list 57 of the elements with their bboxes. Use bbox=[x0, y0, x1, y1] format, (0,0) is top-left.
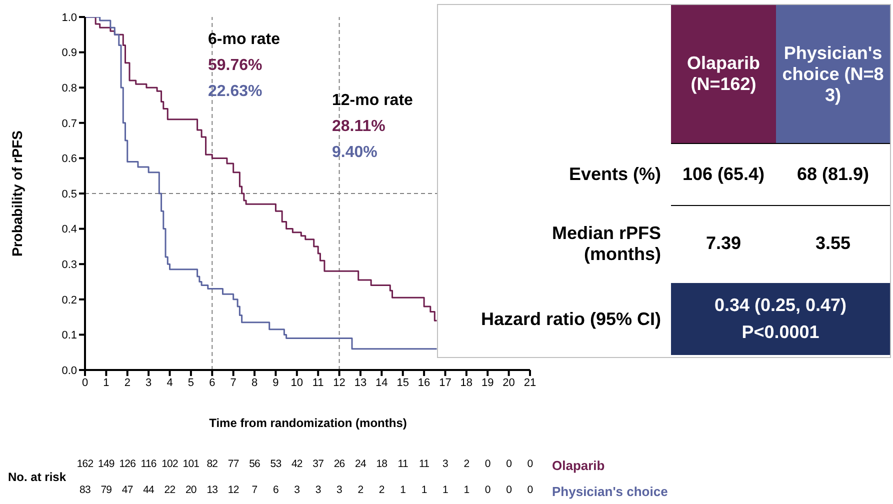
x-tick-label: 8 bbox=[251, 376, 258, 389]
x-tick-label: 15 bbox=[396, 376, 409, 389]
text: Olaparib (N=162) bbox=[671, 5, 776, 143]
annotation: 59.76% bbox=[208, 56, 264, 76]
x-tick-label: 3 bbox=[146, 376, 152, 389]
x-tick-label: 17 bbox=[439, 376, 452, 389]
annotation: 12-mo rate bbox=[332, 91, 413, 111]
text: 106 (65.4) bbox=[671, 143, 776, 206]
x-tick-label: 5 bbox=[188, 376, 194, 389]
x-tick-label: 13 bbox=[354, 376, 367, 389]
x-tick-label: 18 bbox=[460, 376, 473, 389]
x-axis-title: Time from randomization (months) bbox=[208, 416, 408, 430]
x-tick-label: 20 bbox=[502, 376, 515, 389]
x-tick-label: 1 bbox=[103, 376, 110, 389]
x-tick-label: 19 bbox=[481, 376, 494, 389]
y-tick-label: 0.6 bbox=[62, 153, 77, 166]
text: 7.39 bbox=[704, 232, 742, 255]
y-tick-label: 0.4 bbox=[62, 224, 77, 236]
text: 68 (81.9) bbox=[776, 143, 890, 206]
x-tick-label: 10 bbox=[290, 376, 304, 389]
y-tick-label: 0.5 bbox=[62, 188, 77, 200]
annotation: 6-mo rate bbox=[208, 30, 280, 50]
x-tick-label: 21 bbox=[524, 376, 536, 389]
text: No. at risk bbox=[8, 470, 66, 484]
y-tick-label: 0.8 bbox=[62, 82, 77, 95]
text: Physician's choice (N=83) bbox=[776, 5, 890, 143]
text: Olaparib bbox=[552, 458, 605, 473]
y-tick-label: 1.0 bbox=[62, 12, 77, 24]
text: Median rPFS (months) bbox=[550, 222, 661, 264]
x-tick-label: 9 bbox=[272, 376, 279, 389]
text: 83 79 47 44 22 20 13 12 7 6 3 3 3 2 2 1 1 1 1 0 0 0 bbox=[80, 484, 533, 496]
x-tick-label: 0 bbox=[82, 376, 88, 389]
text: 162 149 126 116 102 101 82 77 56 53 42 37 26 24 18 11 11 3 2 0 0 0 bbox=[76, 458, 533, 470]
x-tick-label: 2 bbox=[124, 376, 130, 389]
annotation: 9.40% bbox=[332, 143, 378, 163]
y-axis-title: Probability of rPFS bbox=[8, 130, 25, 257]
y-tick-label: 0.0 bbox=[62, 364, 77, 377]
y-tick-label: 0.3 bbox=[62, 259, 77, 272]
x-tick-label: 7 bbox=[230, 376, 236, 389]
x-tick-label: 16 bbox=[418, 376, 430, 389]
text: Events (%) bbox=[568, 163, 662, 186]
annotation: 22.63% bbox=[208, 82, 264, 102]
x-tick-label: 14 bbox=[376, 376, 388, 389]
text: P<0.0001 bbox=[742, 322, 820, 343]
x-tick-label: 12 bbox=[333, 376, 346, 389]
y-tick-label: 0.1 bbox=[62, 330, 77, 342]
y-tick-label: 0.9 bbox=[62, 47, 77, 60]
annotation: 28.11% bbox=[332, 117, 386, 137]
text: 3.55 bbox=[814, 232, 852, 255]
x-tick-label: 6 bbox=[209, 376, 216, 389]
annotation: Hazard ratio (95% CI) bbox=[480, 308, 662, 331]
y-tick-label: 0.2 bbox=[62, 294, 77, 306]
y-tick-label: 0.7 bbox=[62, 118, 77, 130]
x-tick-label: 11 bbox=[312, 376, 324, 389]
text: 0.34 (0.25, 0.47) bbox=[714, 295, 847, 316]
x-tick-label: 4 bbox=[166, 376, 173, 389]
text: Physician's choice bbox=[552, 484, 668, 499]
